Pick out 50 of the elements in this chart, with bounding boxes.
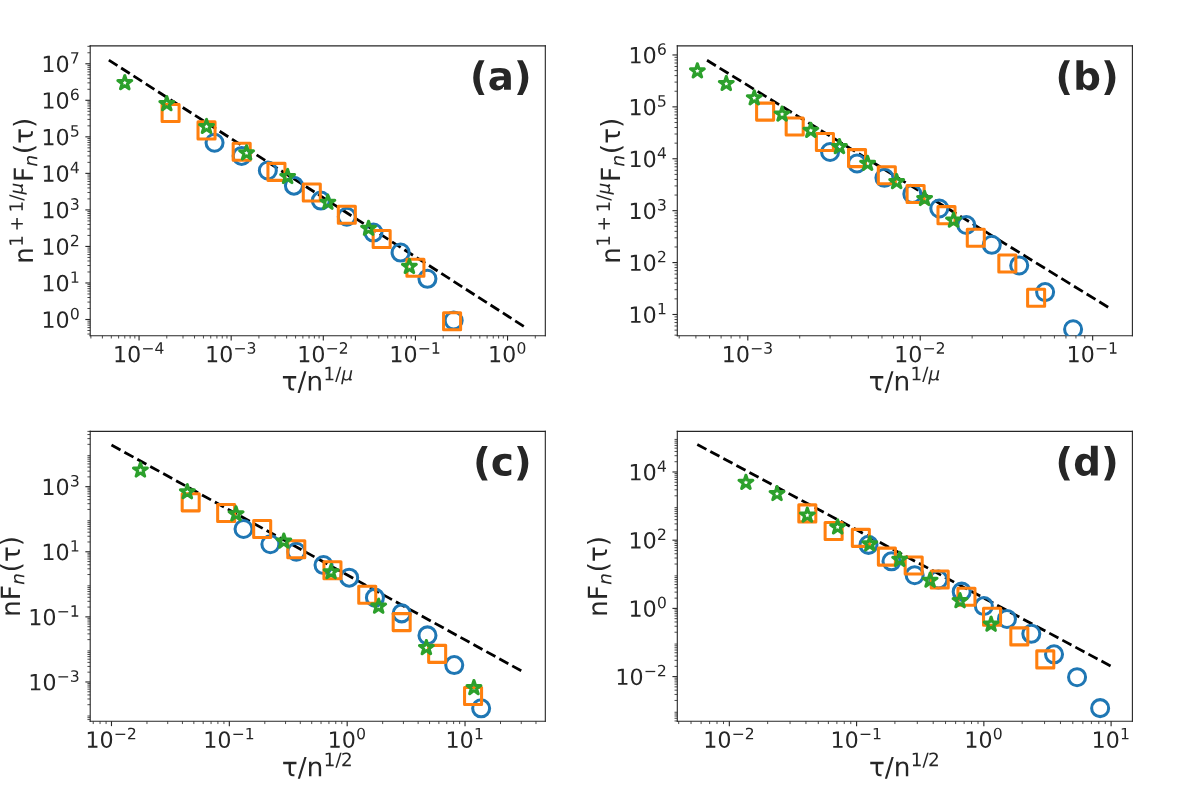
x-tick-label: 10$^{0}$ xyxy=(490,342,526,363)
annotation: (d) xyxy=(1058,445,1116,481)
x-tick-label: 10$^{1}$ xyxy=(1093,727,1129,749)
y-tick-label: 10$^{4}$ xyxy=(630,460,666,481)
y-tick-label: 10$^{3}$ xyxy=(43,198,79,219)
x-tick-label: 10$^{−2}$ xyxy=(299,342,348,363)
y-tick-label: 10$^{4}$ xyxy=(630,147,666,168)
y-axis-title: nF$_{n}$(τ) xyxy=(0,538,25,615)
y-axis-title: n$^{1+1/μ}$F$_{n}$(τ) xyxy=(9,119,38,262)
x-tick-label: 10$^{−3}$ xyxy=(207,342,256,363)
y-tick-label: 10$^{5}$ xyxy=(630,95,666,116)
y-tick-label: 10$^{1}$ xyxy=(43,540,79,561)
x-axis-title: τ/n$^{1/μ}$ xyxy=(282,366,353,393)
y-tick-label: 10$^{3}$ xyxy=(630,198,666,220)
x-tick-label: 10$^{−1}$ xyxy=(205,727,254,749)
x-tick-label: 10$^{−2}$ xyxy=(87,727,136,749)
y-tick-label: 10$^{2}$ xyxy=(43,234,79,256)
y-axis-title: nF$_{n}$(τ) xyxy=(587,538,612,615)
x-tick-label: 10$^{−3}$ xyxy=(724,342,772,363)
x-tick-label: 10$^{0}$ xyxy=(966,727,1002,749)
x-tick-label: 10$^{−2}$ xyxy=(896,342,944,363)
x-tick-label: 10$^{−1}$ xyxy=(391,342,440,363)
y-tick-label: 10$^{0}$ xyxy=(630,596,666,617)
y-tick-label: 10$^{−1}$ xyxy=(30,605,79,626)
y-tick-label: 10$^{6}$ xyxy=(43,88,79,109)
x-axis-title: τ/n$^{1/2}$ xyxy=(870,752,938,779)
x-tick-label: 10$^{0}$ xyxy=(330,727,365,749)
annotation: (b) xyxy=(1058,60,1116,95)
x-tick-label: 10$^{−1}$ xyxy=(1068,342,1117,363)
y-tick-label: 10$^{7}$ xyxy=(43,52,79,73)
y-tick-label: 10$^{2}$ xyxy=(630,528,666,549)
y-tick-label: 10$^{0}$ xyxy=(43,307,79,329)
y-tick-label: 10$^{6}$ xyxy=(630,43,666,64)
annotation: (a) xyxy=(473,60,529,95)
y-tick-label: 10$^{3}$ xyxy=(43,474,79,496)
y-tick-label: 10$^{−2}$ xyxy=(617,664,666,686)
annotation: (c) xyxy=(476,445,529,481)
x-tick-label: 10$^{−2}$ xyxy=(705,727,754,749)
x-axis-title: τ/n$^{1/2}$ xyxy=(283,752,351,779)
x-tick-label: 10$^{−1}$ xyxy=(832,727,881,749)
y-tick-label: 10$^{1}$ xyxy=(43,271,79,292)
y-tick-label: 10$^{2}$ xyxy=(630,250,666,272)
y-tick-label: 10$^{5}$ xyxy=(43,125,79,146)
y-tick-label: 10$^{−3}$ xyxy=(30,670,79,691)
x-axis-title: τ/n$^{1/μ}$ xyxy=(869,366,940,393)
y-tick-label: 10$^{4}$ xyxy=(43,161,79,182)
x-tick-label: 10$^{−4}$ xyxy=(115,342,164,363)
x-tick-label: 10$^{1}$ xyxy=(447,727,483,749)
y-axis-title: n$^{1+1/μ}$F$_{n}$(τ) xyxy=(596,119,625,262)
y-tick-label: 10$^{1}$ xyxy=(630,302,666,324)
